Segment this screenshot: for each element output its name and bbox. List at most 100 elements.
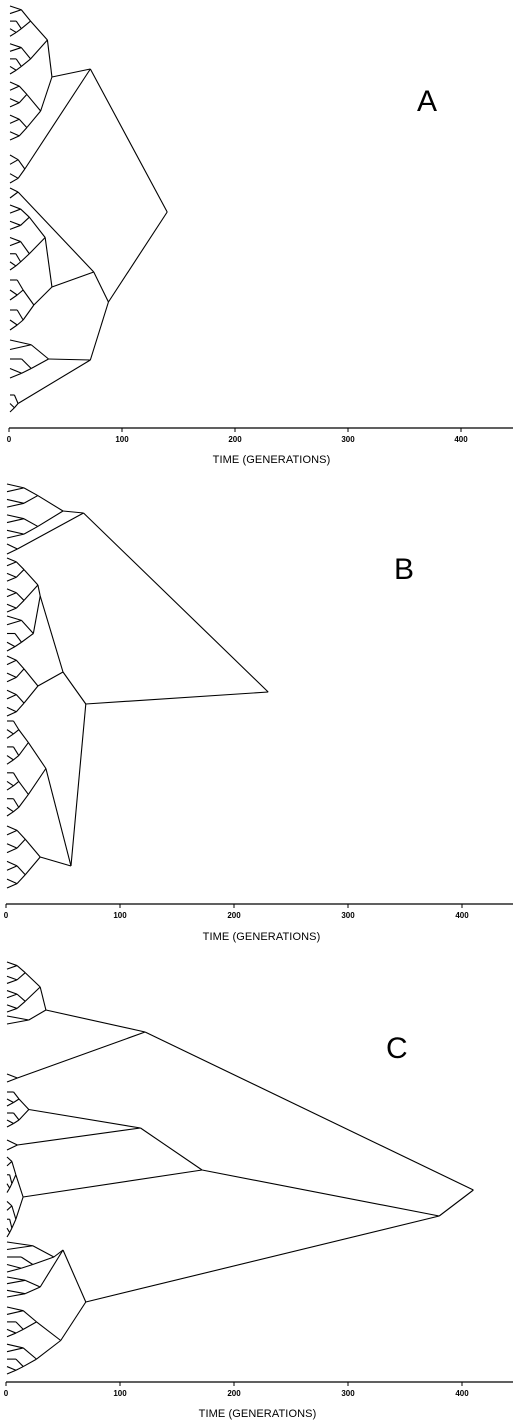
tree-branch <box>6 811 14 817</box>
tree-branch <box>6 1245 33 1251</box>
tree-branch <box>6 1156 13 1162</box>
panel-label-b: B <box>394 553 415 586</box>
tree-branch <box>6 806 14 813</box>
tree-branch <box>6 502 25 508</box>
tree-branch <box>13 806 20 813</box>
tree-branch <box>16 865 26 876</box>
tree-branch <box>24 856 41 876</box>
tree-branch <box>9 159 19 165</box>
tree-branches-c <box>6 961 474 1375</box>
tree-branch <box>13 1091 20 1100</box>
tree-branch <box>6 498 25 504</box>
tree-branch <box>45 1009 146 1033</box>
tree-branch <box>6 1139 18 1146</box>
x-tick-label: 400 <box>455 1389 469 1398</box>
x-tick-label: 400 <box>455 911 469 920</box>
tree-branch <box>25 1286 41 1295</box>
tree-branch <box>6 1366 17 1371</box>
tree-branch <box>22 1310 37 1323</box>
tree-branch <box>6 1279 26 1285</box>
tree-branch <box>9 407 15 413</box>
tree-branch <box>6 1369 17 1375</box>
tree-branch <box>15 1366 24 1371</box>
tree-branch <box>17 1031 146 1079</box>
tree-branch <box>6 1077 18 1083</box>
tree-branch <box>21 1263 33 1269</box>
tree-branch <box>9 31 17 37</box>
tree-branch <box>6 1232 11 1238</box>
tree-branch <box>6 1241 33 1247</box>
tree-branch <box>6 1183 11 1189</box>
tree-branch <box>51 68 91 78</box>
tree-branch <box>6 603 17 609</box>
tree-branch <box>6 1310 24 1315</box>
tree-branch <box>9 1227 13 1233</box>
tree-branch <box>15 694 25 704</box>
tree-branch <box>27 768 47 795</box>
tree-branch <box>6 865 18 871</box>
x-tick-label: 300 <box>341 435 355 444</box>
tree-branch <box>13 746 20 756</box>
tree-branch <box>6 1306 24 1312</box>
tree-branch <box>37 584 41 597</box>
tree-branch <box>89 301 109 361</box>
tree-branch <box>15 668 25 678</box>
x-axis-label-c: TIME (GENERATIONS) <box>198 1408 317 1420</box>
tree-branch <box>6 487 25 493</box>
tree-branch <box>18 85 28 95</box>
tree-branch <box>6 990 18 995</box>
tree-branch <box>30 39 48 60</box>
tree-branch <box>6 592 17 598</box>
tree-branch <box>6 860 18 867</box>
tree-branch <box>6 1343 24 1349</box>
tree-branch <box>32 1256 55 1266</box>
tree-branch <box>11 1218 17 1229</box>
x-ticks-c: 0 100 200 300 400 <box>4 1382 469 1398</box>
tree-branch <box>6 543 18 550</box>
x-ticks-a: 0 100 200 300 400 <box>7 428 468 444</box>
tree-branch <box>9 102 20 108</box>
tree-branch <box>17 159 26 170</box>
tree-branch <box>6 1201 13 1207</box>
tree-branch <box>53 1249 64 1258</box>
tree-branch <box>40 856 72 867</box>
tree-branch <box>6 1328 17 1334</box>
tree-branch <box>18 127 28 137</box>
tree-branch <box>16 289 24 296</box>
tree-branch <box>9 118 20 124</box>
tree-branch <box>6 1098 14 1103</box>
tree-branch <box>15 600 25 609</box>
tree-branch <box>18 118 28 128</box>
tree-branch <box>18 94 28 104</box>
tree-branch <box>39 1249 64 1288</box>
tree-branch <box>18 729 29 743</box>
tree-branch <box>23 668 39 687</box>
tree-branch <box>6 576 17 582</box>
tree-branch <box>23 518 39 527</box>
tree-branch <box>6 1205 13 1211</box>
tree-branch <box>9 1183 13 1189</box>
tree-branch <box>9 135 20 141</box>
tree-branch <box>6 615 22 621</box>
tree-branch <box>21 633 34 643</box>
x-tick-label: 200 <box>228 435 242 444</box>
tree-branch <box>15 1358 24 1367</box>
tree-branch <box>9 241 21 247</box>
tree-branches-a <box>9 5 168 413</box>
tree-branch <box>13 781 20 787</box>
tree-chart-c: 0 100 200 300 400 <box>4 961 513 1398</box>
tree-branch <box>6 672 17 678</box>
x-axis-label-a: TIME (GENERATIONS) <box>212 454 331 466</box>
tree-branch <box>21 620 34 634</box>
tree-branch <box>13 1119 20 1124</box>
tree-branch <box>6 829 18 836</box>
tree-branch <box>15 702 25 713</box>
tree-branch <box>6 979 18 984</box>
tree-branch <box>9 204 21 210</box>
tree-branch <box>16 838 26 849</box>
tree-branch <box>6 847 18 854</box>
tree-branch <box>6 1293 26 1298</box>
tree-branch <box>15 1174 24 1198</box>
tree-branch <box>33 286 53 306</box>
tree-branch <box>14 403 19 409</box>
